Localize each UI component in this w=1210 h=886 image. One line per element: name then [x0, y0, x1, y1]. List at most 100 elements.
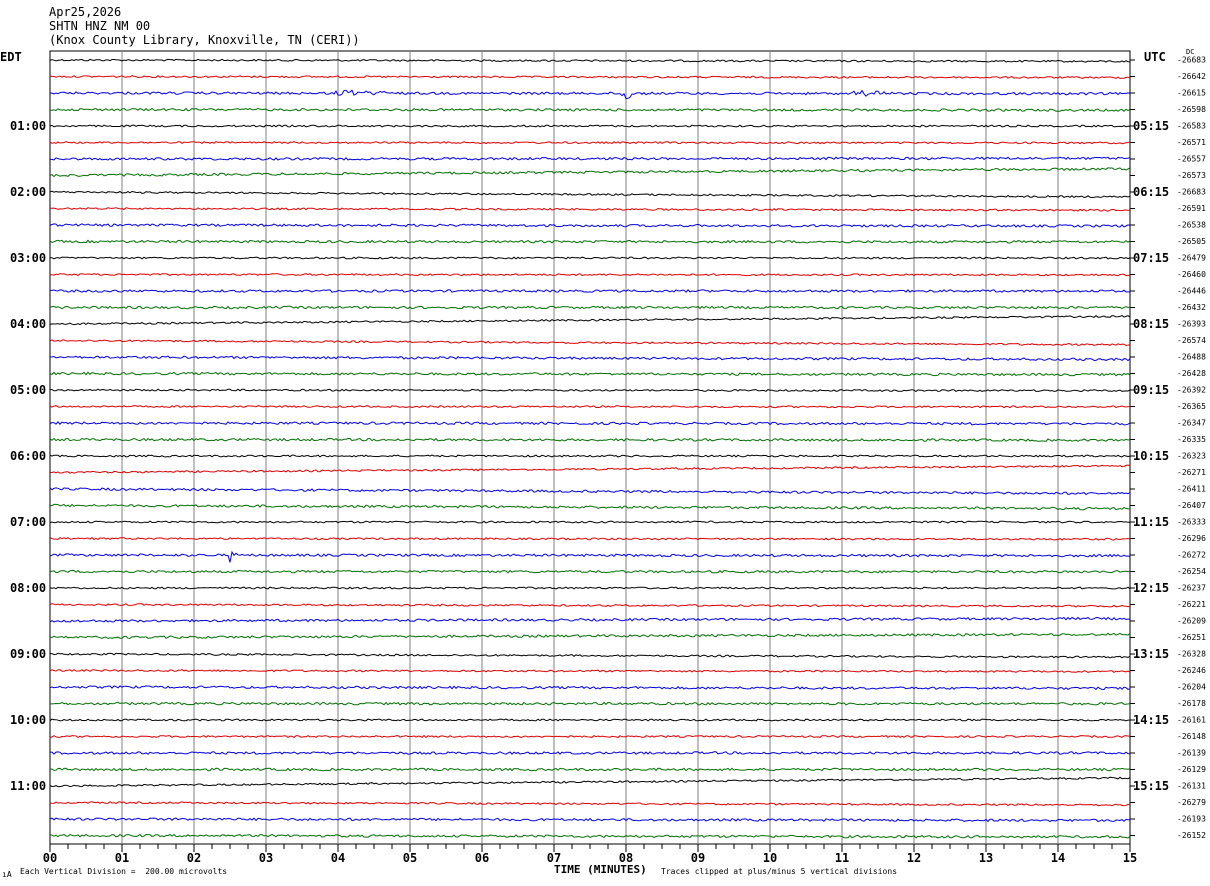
trace-line — [50, 156, 1131, 161]
utc-hour-label: 11:15 — [1133, 515, 1169, 529]
x-tick-label: 03 — [259, 851, 273, 865]
edt-hour-label: 04:00 — [10, 317, 46, 331]
dc-offset-label: -26591 — [1177, 204, 1206, 213]
dc-offset-label: -26271 — [1177, 468, 1206, 477]
utc-hour-label: 07:15 — [1133, 251, 1169, 265]
trace-line — [49, 616, 1131, 623]
dc-offset-label: -26615 — [1177, 89, 1206, 98]
utc-hour-label: 15:15 — [1133, 779, 1169, 793]
utc-hour-label: 06:15 — [1133, 185, 1169, 199]
edt-hour-label: 11:00 — [10, 779, 46, 793]
edt-hour-label: 10:00 — [10, 713, 46, 727]
trace-line — [49, 107, 1131, 112]
x-tick-label: 08 — [619, 851, 633, 865]
trace-line — [49, 388, 1131, 393]
trace-line — [50, 464, 1131, 474]
x-tick-label: 05 — [403, 851, 417, 865]
dc-offset-label: -26460 — [1177, 270, 1206, 279]
trace-line — [49, 503, 1131, 511]
trace-line — [49, 421, 1131, 426]
dc-offset-label: -26446 — [1177, 287, 1206, 296]
trace-line — [49, 75, 1131, 79]
dc-offset-label: -26411 — [1177, 485, 1206, 494]
trace-line — [49, 223, 1131, 228]
dc-offset-label: -26571 — [1177, 138, 1206, 147]
x-tick-label: 09 — [691, 851, 705, 865]
dc-offset-label: -26204 — [1177, 683, 1206, 692]
utc-hour-label: 10:15 — [1133, 449, 1169, 463]
dc-offset-label: -26221 — [1177, 600, 1206, 609]
trace-line — [49, 801, 1131, 807]
x-tick-label: 10 — [763, 851, 777, 865]
trace-line — [49, 355, 1131, 362]
trace-line — [49, 718, 1130, 722]
vertical-division-note: Each Vertical Division = 200.00 microvol… — [20, 867, 228, 876]
footer-mark: ıA — [2, 870, 12, 879]
edt-hour-label: 09:00 — [10, 647, 46, 661]
trace-line — [49, 603, 1131, 608]
dc-offset-label: -26178 — [1177, 699, 1206, 708]
edt-hour-label: 07:00 — [10, 515, 46, 529]
dc-offset-label: -26598 — [1177, 105, 1206, 114]
trace-line — [49, 314, 1131, 326]
dc-offset-label: -26335 — [1177, 435, 1206, 444]
trace-line — [49, 767, 1131, 772]
dc-offset-label: -26209 — [1177, 617, 1206, 626]
dc-offset-label: -26432 — [1177, 303, 1206, 312]
trace-line — [49, 569, 1131, 574]
edt-hour-label: 08:00 — [10, 581, 46, 595]
trace-line — [49, 652, 1131, 659]
dc-offset-label: -26251 — [1177, 633, 1206, 642]
trace-line — [49, 273, 1130, 277]
dc-offset-label: -26557 — [1177, 155, 1206, 164]
trace-line — [49, 520, 1131, 524]
dc-offset-label: -26365 — [1177, 402, 1206, 411]
utc-hour-label: 08:15 — [1133, 317, 1169, 331]
edt-hour-label: 01:00 — [10, 119, 46, 133]
trace-line — [49, 207, 1131, 212]
station-label: SHTN HNZ NM 00 — [49, 19, 151, 33]
dc-offset-label: -26574 — [1177, 336, 1206, 345]
trace-line — [49, 537, 1131, 541]
plot-frame — [49, 50, 1131, 845]
edt-hour-label: 02:00 — [10, 185, 46, 199]
dc-offset-label: -26246 — [1177, 666, 1206, 675]
trace-line — [49, 632, 1131, 640]
clipping-note: Traces clipped at plus/minus 5 vertical … — [661, 867, 898, 876]
dc-offset-label: -26129 — [1177, 765, 1206, 774]
trace-line — [49, 405, 1131, 409]
dc-offset-label: -26328 — [1177, 650, 1206, 659]
trace-line — [49, 685, 1131, 691]
dc-offset-label: -26407 — [1177, 501, 1206, 510]
dc-offset-label: -26272 — [1177, 551, 1206, 560]
date-label: Apr25,2026 — [49, 5, 122, 19]
x-tick-label: 14 — [1051, 851, 1065, 865]
x-tick-label: 13 — [979, 851, 993, 865]
trace-line — [49, 833, 1131, 839]
trace-line — [49, 58, 1131, 63]
trace-line — [49, 734, 1131, 739]
x-tick-label: 07 — [547, 851, 561, 865]
edt-timezone-label: EDT — [0, 50, 22, 64]
dc-offset-label: -26237 — [1177, 584, 1206, 593]
trace-line — [49, 256, 1131, 260]
dc-offset-label: -26139 — [1177, 749, 1206, 758]
trace-line — [49, 550, 1131, 563]
dc-offset-label: -26148 — [1177, 732, 1206, 741]
x-tick-label: 12 — [907, 851, 921, 865]
utc-hour-label: 13:15 — [1133, 647, 1169, 661]
utc-timezone-label: UTC — [1144, 50, 1166, 64]
dc-offset-label: -26296 — [1177, 534, 1206, 543]
dc-offset-label: -26254 — [1177, 567, 1206, 576]
dc-offset-label: -26583 — [1177, 122, 1206, 131]
trace-line — [49, 190, 1131, 199]
trace-line — [49, 371, 1131, 377]
dc-offset-label: -26347 — [1177, 419, 1206, 428]
x-tick-label: 01 — [115, 851, 129, 865]
x-axis-title: TIME (MINUTES) — [554, 863, 647, 876]
dc-offset-label: -26393 — [1177, 320, 1206, 329]
dc-offset-label: -26488 — [1177, 353, 1206, 362]
trace-line — [49, 89, 1131, 100]
utc-hour-label: 14:15 — [1133, 713, 1169, 727]
dc-offset-label: -26428 — [1177, 369, 1206, 378]
